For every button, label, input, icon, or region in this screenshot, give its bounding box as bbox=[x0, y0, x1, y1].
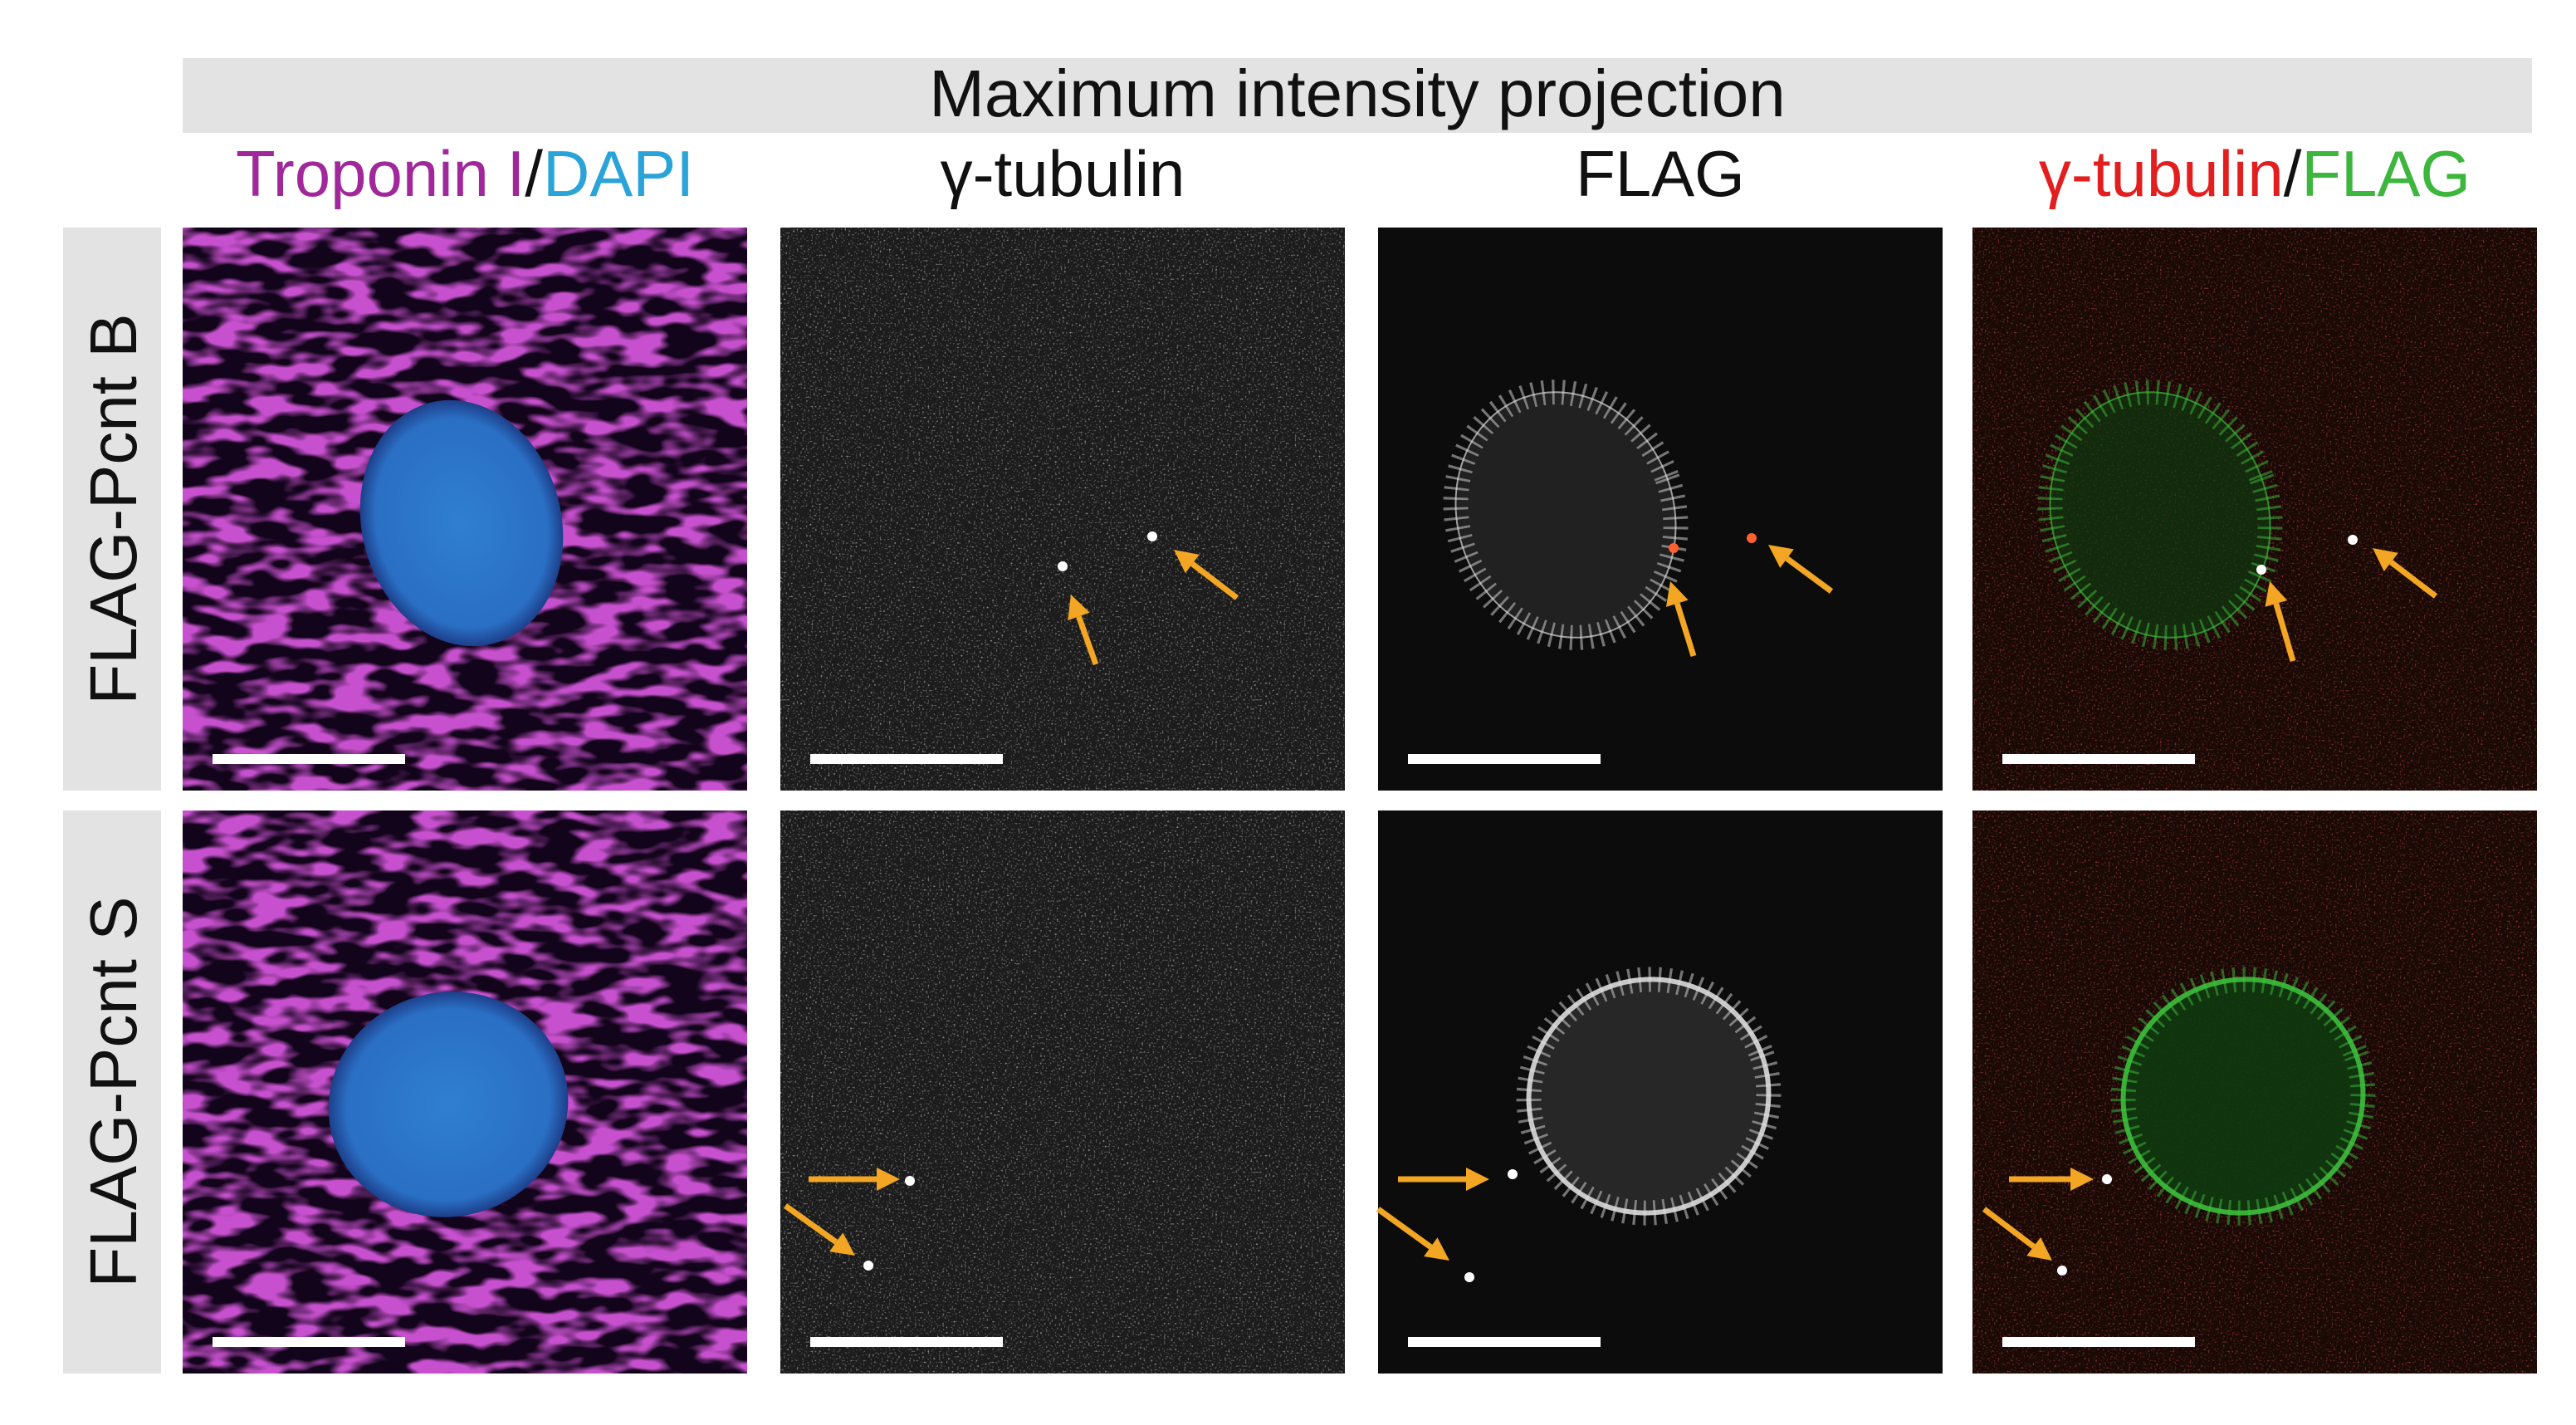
scale-bar bbox=[213, 754, 405, 764]
arrow-head bbox=[2373, 548, 2398, 572]
spot bbox=[1147, 531, 1157, 541]
nucleus bbox=[359, 399, 564, 647]
spot bbox=[1508, 1169, 1518, 1179]
arrow-head bbox=[1466, 1168, 1489, 1191]
header-bar bbox=[183, 58, 2532, 133]
nucleus bbox=[328, 992, 569, 1217]
column-header: γ-tubulin/FLAG bbox=[2039, 137, 2471, 210]
column-header-part: Troponin I bbox=[236, 137, 525, 210]
row-label: FLAG-Pcnt B bbox=[76, 313, 150, 704]
column-header-part: / bbox=[525, 137, 543, 210]
arrow-shaft bbox=[1076, 615, 1099, 666]
scale-bar bbox=[213, 1337, 405, 1347]
spot bbox=[1058, 561, 1068, 571]
speckles bbox=[780, 228, 1345, 791]
nucleus-texture bbox=[1516, 967, 1782, 1226]
arrow-shaft bbox=[1190, 561, 1239, 600]
arrow-shaft bbox=[2273, 602, 2296, 662]
row-label-bar bbox=[63, 228, 161, 791]
header-title: Maximum intensity projection bbox=[929, 56, 1785, 130]
scale-bar bbox=[810, 1337, 1003, 1347]
scale-bar bbox=[1408, 754, 1601, 764]
scale-bar bbox=[1408, 1337, 1601, 1347]
arrow-head bbox=[829, 1232, 855, 1256]
arrow-shaft bbox=[1785, 556, 1834, 594]
arrow-head bbox=[2265, 581, 2288, 607]
column-header-part: γ-tubulin bbox=[2039, 137, 2284, 210]
nucleus-texture bbox=[1443, 380, 1689, 650]
arrow-head bbox=[2026, 1236, 2052, 1261]
column-header-part: DAPI bbox=[543, 137, 694, 210]
spot bbox=[1747, 533, 1757, 543]
column-header-part: / bbox=[2284, 137, 2302, 210]
nucleus-texture bbox=[2037, 380, 2283, 650]
column-header: Troponin I/DAPI bbox=[236, 137, 694, 210]
arrow-head bbox=[1068, 595, 1090, 621]
arrow-head bbox=[877, 1168, 900, 1191]
arrow-shaft bbox=[1982, 1207, 2036, 1249]
scale-bar bbox=[2002, 1337, 2195, 1347]
row-label-bar bbox=[63, 810, 161, 1374]
speckles bbox=[780, 810, 1345, 1374]
spot bbox=[1669, 543, 1679, 553]
arrow-head bbox=[1768, 545, 1794, 568]
arrow-head bbox=[2070, 1168, 2094, 1191]
arrow-shaft bbox=[783, 1203, 838, 1245]
scale-bar bbox=[810, 754, 1003, 764]
column-header: γ-tubulin bbox=[941, 137, 1185, 210]
arrow-shaft bbox=[1376, 1207, 1433, 1250]
row-label: FLAG-Pcnt S bbox=[76, 896, 150, 1287]
spot bbox=[2348, 535, 2358, 545]
arrow-head bbox=[1665, 581, 1689, 607]
spot bbox=[2057, 1266, 2067, 1276]
panels: Troponin I/DAPI γ-tubulin FLAG γ-tubulin/FL… bbox=[63, 137, 2537, 1374]
arrow-shaft bbox=[1674, 602, 1697, 658]
column-header-part: FLAG bbox=[1576, 137, 1745, 210]
column-header: FLAG bbox=[1576, 137, 1745, 210]
spot bbox=[863, 1261, 873, 1271]
scale-bar bbox=[2002, 754, 2195, 764]
column-header-part: FLAG bbox=[2301, 137, 2471, 210]
arrow-head bbox=[1174, 550, 1200, 574]
column-header-part: γ-tubulin bbox=[941, 137, 1185, 210]
spot bbox=[2256, 565, 2266, 575]
spot bbox=[1464, 1272, 1474, 1282]
spot bbox=[905, 1176, 915, 1186]
arrow-head bbox=[1424, 1237, 1449, 1261]
spot bbox=[2102, 1174, 2112, 1184]
nucleus-texture bbox=[2110, 967, 2376, 1226]
arrow-shaft bbox=[2389, 560, 2438, 599]
